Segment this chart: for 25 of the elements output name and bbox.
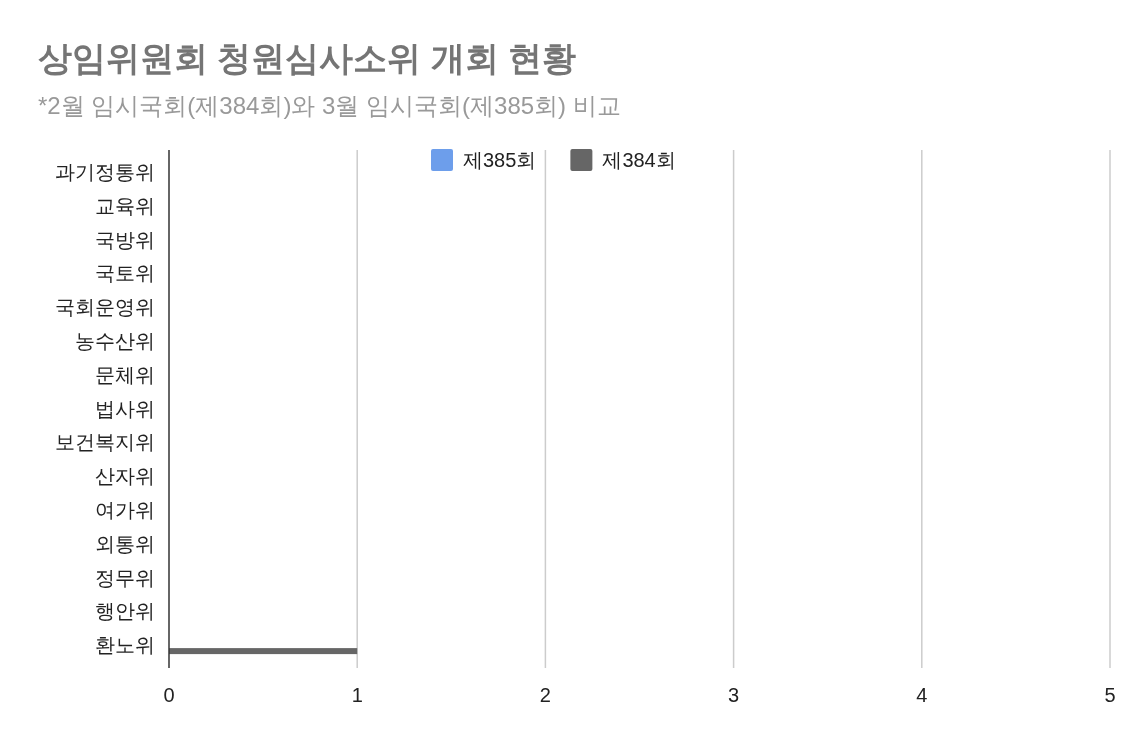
legend-label: 제385회 [463,149,537,171]
x-tick-label: 5 [1104,684,1116,706]
y-tick-label: 법사위 [95,397,155,420]
y-tick-label: 농수산위 [75,329,155,352]
y-tick-label: 국토위 [95,262,155,285]
y-tick-label: 외통위 [95,532,155,555]
x-tick-label: 0 [163,684,175,706]
y-tick-label: 행안위 [95,600,155,623]
y-tick-label: 국회운영위 [55,296,155,319]
x-tick-label: 2 [539,684,551,706]
y-tick-label: 문체위 [95,363,155,386]
x-tick-label: 3 [728,684,740,706]
legend-label: 제384회 [602,149,676,171]
y-tick-label: 과기정통위 [55,160,155,183]
y-tick-label: 환노위 [95,634,155,657]
y-tick-label: 교육위 [95,194,155,217]
x-tick-label: 4 [916,684,928,706]
y-tick-label: 정무위 [95,566,155,589]
y-tick-label: 여가위 [95,498,155,521]
chart-title: 상임위원회 청원심사소위 개회 현황 [38,39,577,77]
y-tick-label: 국방위 [95,228,155,251]
y-tick-label: 산자위 [95,465,155,488]
x-tick-label: 1 [351,684,363,706]
y-tick-label: 보건복지위 [55,431,155,454]
chart-subtitle: *2월 임시국회(제384회)와 3월 임시국회(제385회) 비교 [38,92,621,119]
